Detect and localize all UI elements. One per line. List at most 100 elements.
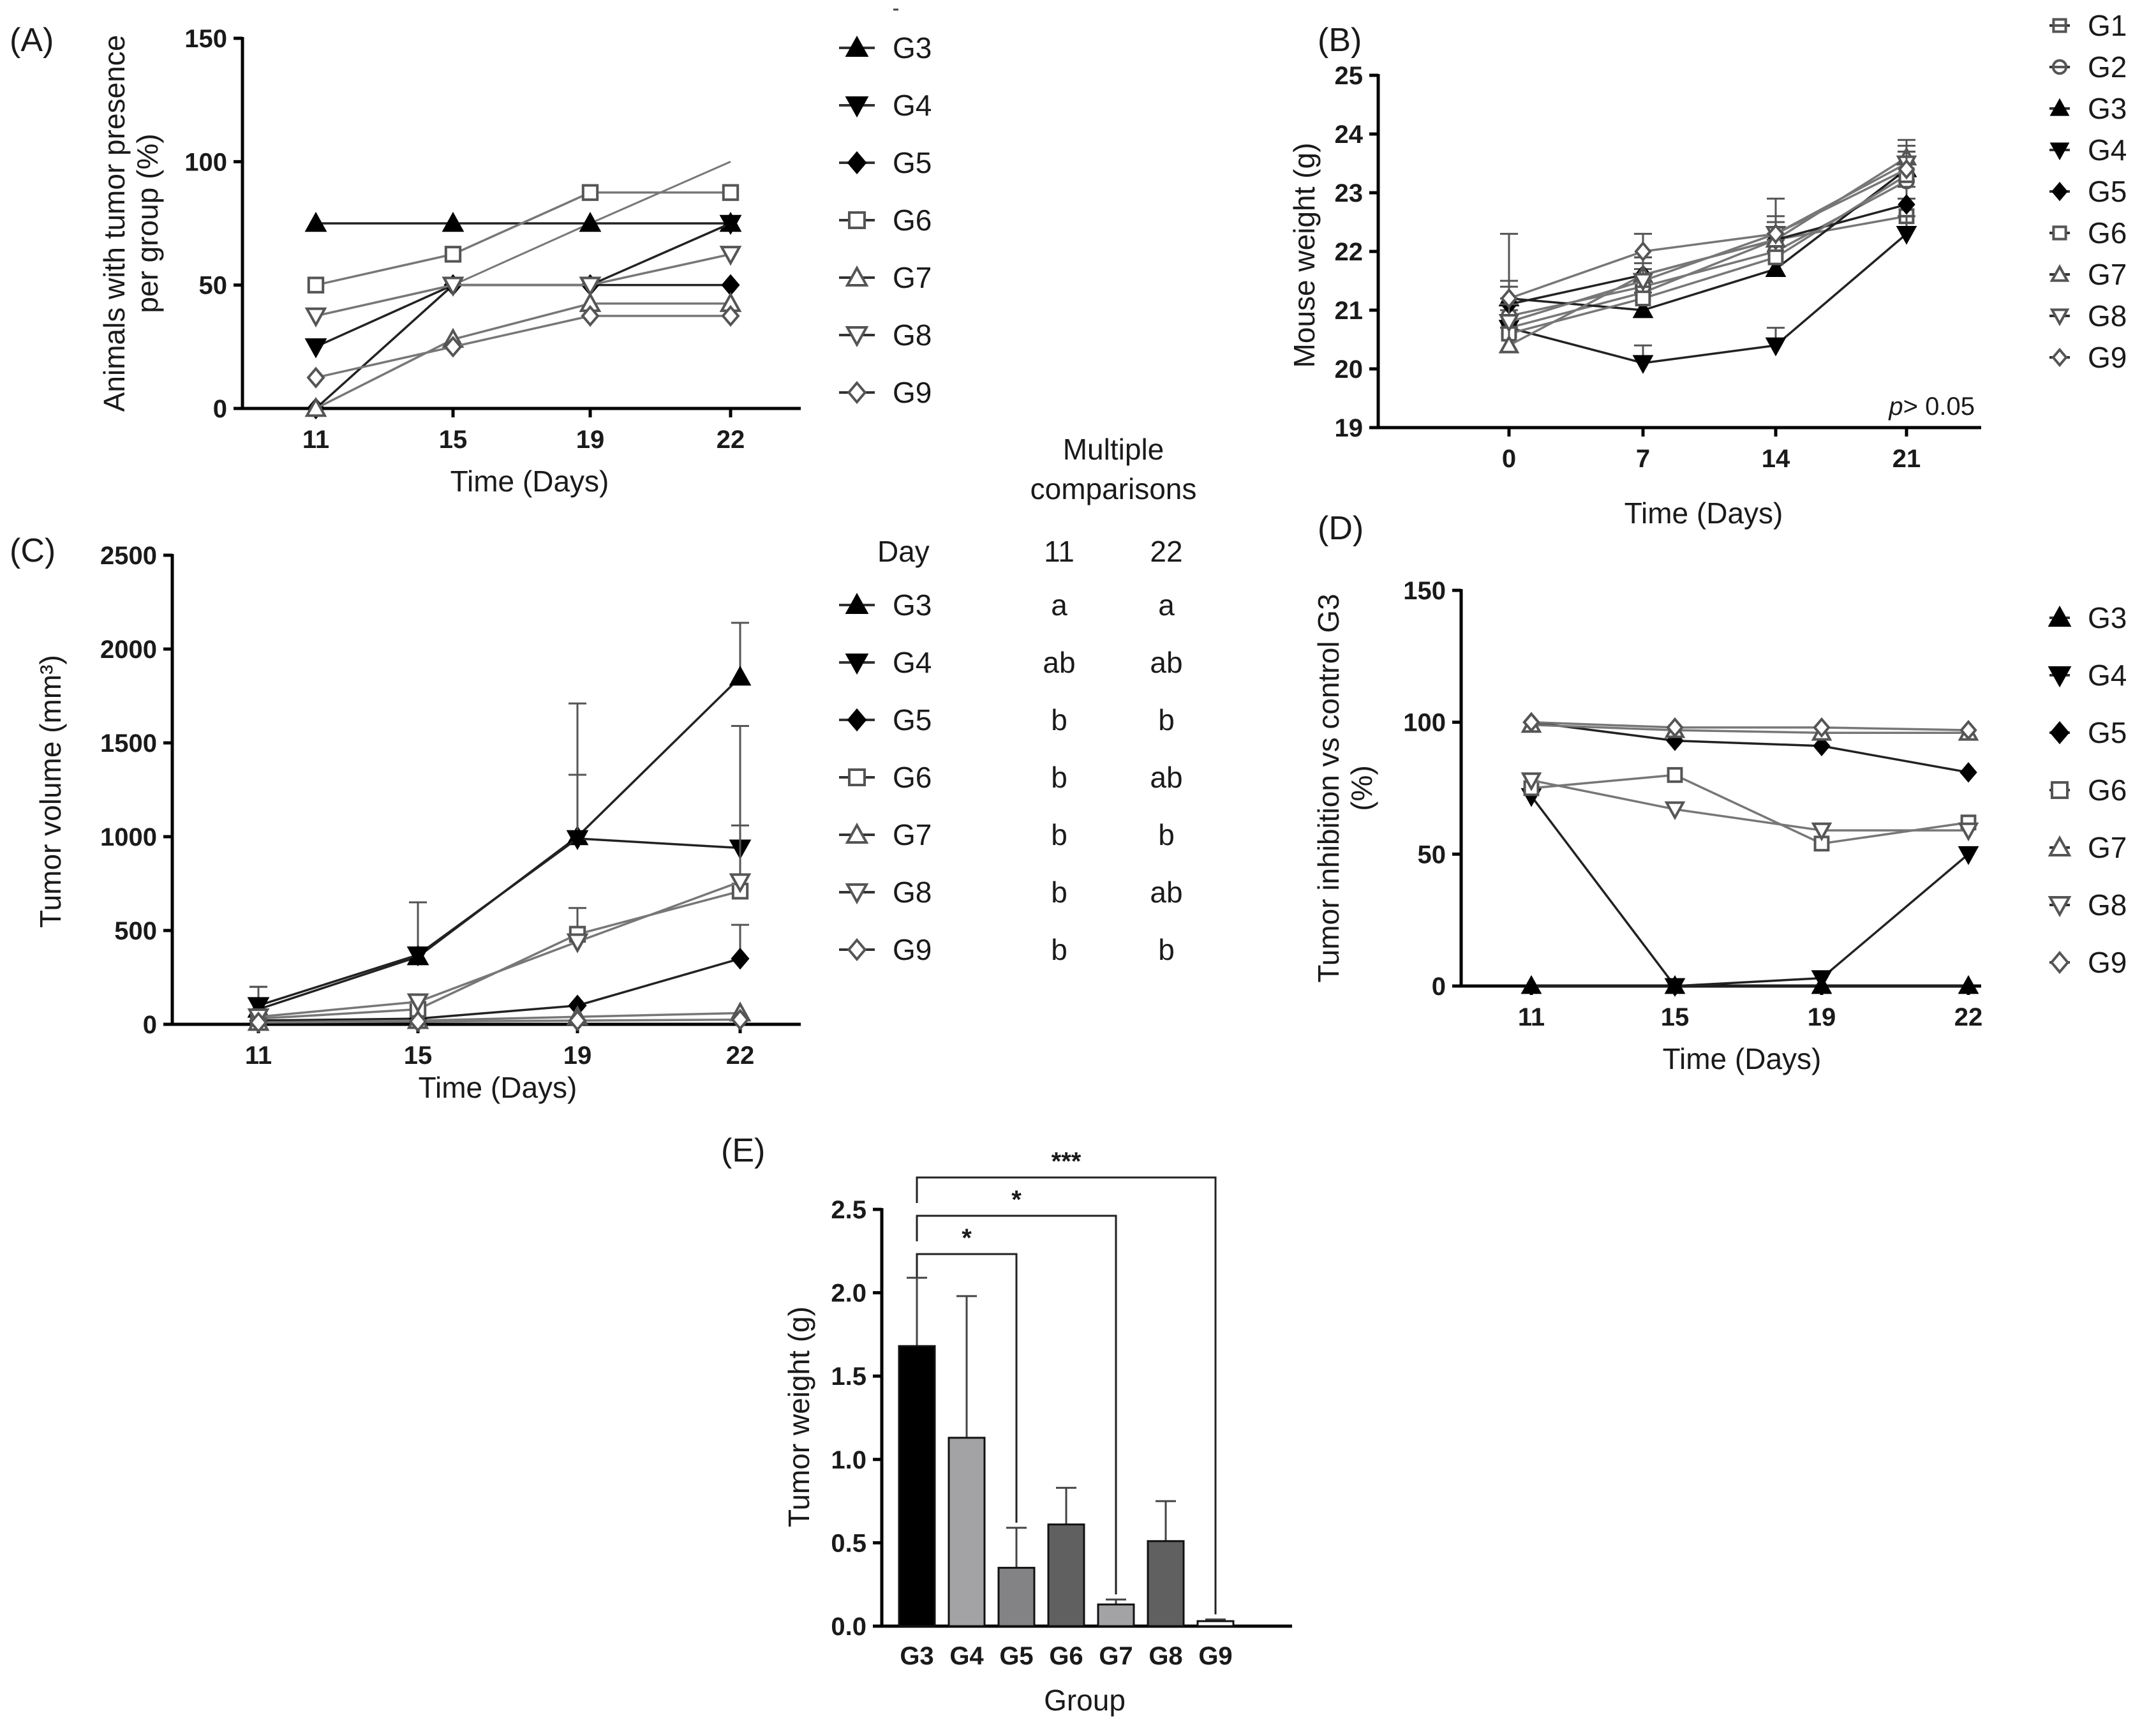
series-line-g6 [258,890,741,1020]
significance-bracket [916,1176,1217,1615]
legend-label-g6: G6 [2088,216,2127,250]
x-tick-label-b: 0 [1502,445,1516,473]
point-g5 [1959,762,1977,783]
panel-a: (A) 0 50 100 150 11 15 19 22 Time (Days) Animals w… [10,8,932,498]
x-tick-label-e: G8 [1149,1642,1182,1670]
x-tick-label-d: 22 [1954,1003,1983,1031]
legend-marker-g4 [2048,666,2072,688]
point-g6 [722,184,740,201]
point-g9 [1767,223,1785,244]
point-g8 [1498,314,1520,333]
legend-marker-g7 [845,265,869,287]
table-cell-d22: b [1158,818,1175,851]
table-cell-d11: ab [1043,646,1075,679]
legend-label-g6: G6 [893,204,932,237]
x-tick-label-a: 11 [302,426,329,454]
point-g6 [444,246,462,263]
x-tick-label-c: 11 [245,1042,272,1070]
series-line-g6 [1531,774,1969,845]
point-g4 [1896,226,1917,245]
x-tick-label-b: 14 [1762,445,1790,473]
series-line-g9 [1508,168,1907,300]
point-g4 [566,830,589,851]
x-axis-label-e: Group [1044,1684,1126,1717]
series-line-g8 [258,880,741,1018]
y-axis-label-e: Tumor weight (g) [782,1306,815,1527]
y-tick-label-b: 21 [1335,297,1364,325]
point-g4 [719,214,742,235]
point-g6 [1767,249,1784,265]
table-cell-d22: ab [1150,646,1182,679]
point-g4 [1958,846,1979,865]
table-cell-d11: b [1051,876,1067,909]
legend-marker-g9 [2051,347,2068,368]
y-tick-label-e: 0.5 [831,1529,866,1557]
point-g3 [1765,258,1787,277]
legend-marker-g9 [2049,950,2070,975]
point-g6 [1667,766,1683,783]
bar-g8 [1147,1540,1185,1627]
series-line-g6 [1508,174,1907,335]
table-cell-d22: ab [1150,761,1182,794]
point-g3 [579,211,602,232]
point-g8 [566,933,589,953]
series-line-g4 [1508,233,1908,364]
legend-marker-g6 [848,211,866,229]
series-line-g7 [315,302,731,410]
x-tick-label-c: 19 [563,1042,592,1070]
table-cell-d11: a [1051,588,1067,622]
x-tick-label-c: 22 [726,1042,755,1070]
x-tick-label-e: G6 [1049,1642,1083,1670]
y-tick-label-b: 24 [1335,121,1364,149]
y-tick-label-e: 2.0 [831,1280,866,1308]
point-g8 [579,276,602,297]
bar-g4 [948,1437,986,1627]
annotation-b: p> 0.05 [1888,392,1975,421]
point-g3 [1958,975,1979,994]
x-axis-label-b: Time (Days) [1624,497,1783,530]
point-g3 [1520,975,1542,994]
point-g3 [729,665,752,686]
point-g9 [1634,241,1652,262]
series-line-g7 [1531,724,1968,734]
y-axis-label-c: Tumor volume (mm³) [34,655,67,928]
bar-g5 [997,1567,1036,1627]
y-axis-label-d: (%) [1345,765,1378,811]
legend-marker-g8 [845,883,869,905]
x-tick-label-d: 11 [1518,1003,1545,1031]
table-cell-d22: b [1158,703,1175,736]
y-tick-label-b: 19 [1335,414,1364,442]
x-tick-label-a: 19 [576,426,605,454]
x-tick-label-b: 21 [1892,445,1921,473]
y-tick-label-d: 100 [1403,709,1446,737]
point-g8 [442,276,465,297]
point-g8 [1632,273,1654,292]
point-g4 [1664,978,1686,998]
significance-bracket [916,1215,1117,1595]
point-g9 [408,1010,427,1033]
y-tick-label-c: 0 [143,1011,157,1039]
y-axis-label-b: Mouse weight (g) [1288,143,1321,368]
legend-label-g2: G2 [2088,50,2127,84]
legend-label-g8: G8 [893,876,932,909]
table-cell-d11: b [1051,933,1067,966]
legend-marker-g5 [847,708,867,732]
series-line-g1 [1508,215,1907,329]
table-cell-d11: b [1051,761,1067,794]
y-tick-label-b: 22 [1335,238,1364,266]
table-cell-d11: b [1051,703,1067,736]
panel-label-c: (C) [10,532,56,569]
annotation-italic: p [1888,392,1903,421]
panel-d: (D) 0 50 100 150 11 15 19 22 Time (Days) Tumor inh… [1312,510,2127,1075]
legend-label-g4: G4 [893,646,932,679]
point-g9 [306,366,325,389]
legend-marker-g4 [845,96,869,118]
series-line-g5 [1531,721,1969,774]
legend-label-g4: G4 [2088,659,2127,692]
legend-marker-g5 [2051,181,2068,202]
point-g9 [721,304,740,327]
legend-label-g5: G5 [893,703,932,736]
legend-marker-g4 [845,654,869,675]
legend-label-g4: G4 [893,89,932,122]
point-g8 [1811,822,1833,842]
